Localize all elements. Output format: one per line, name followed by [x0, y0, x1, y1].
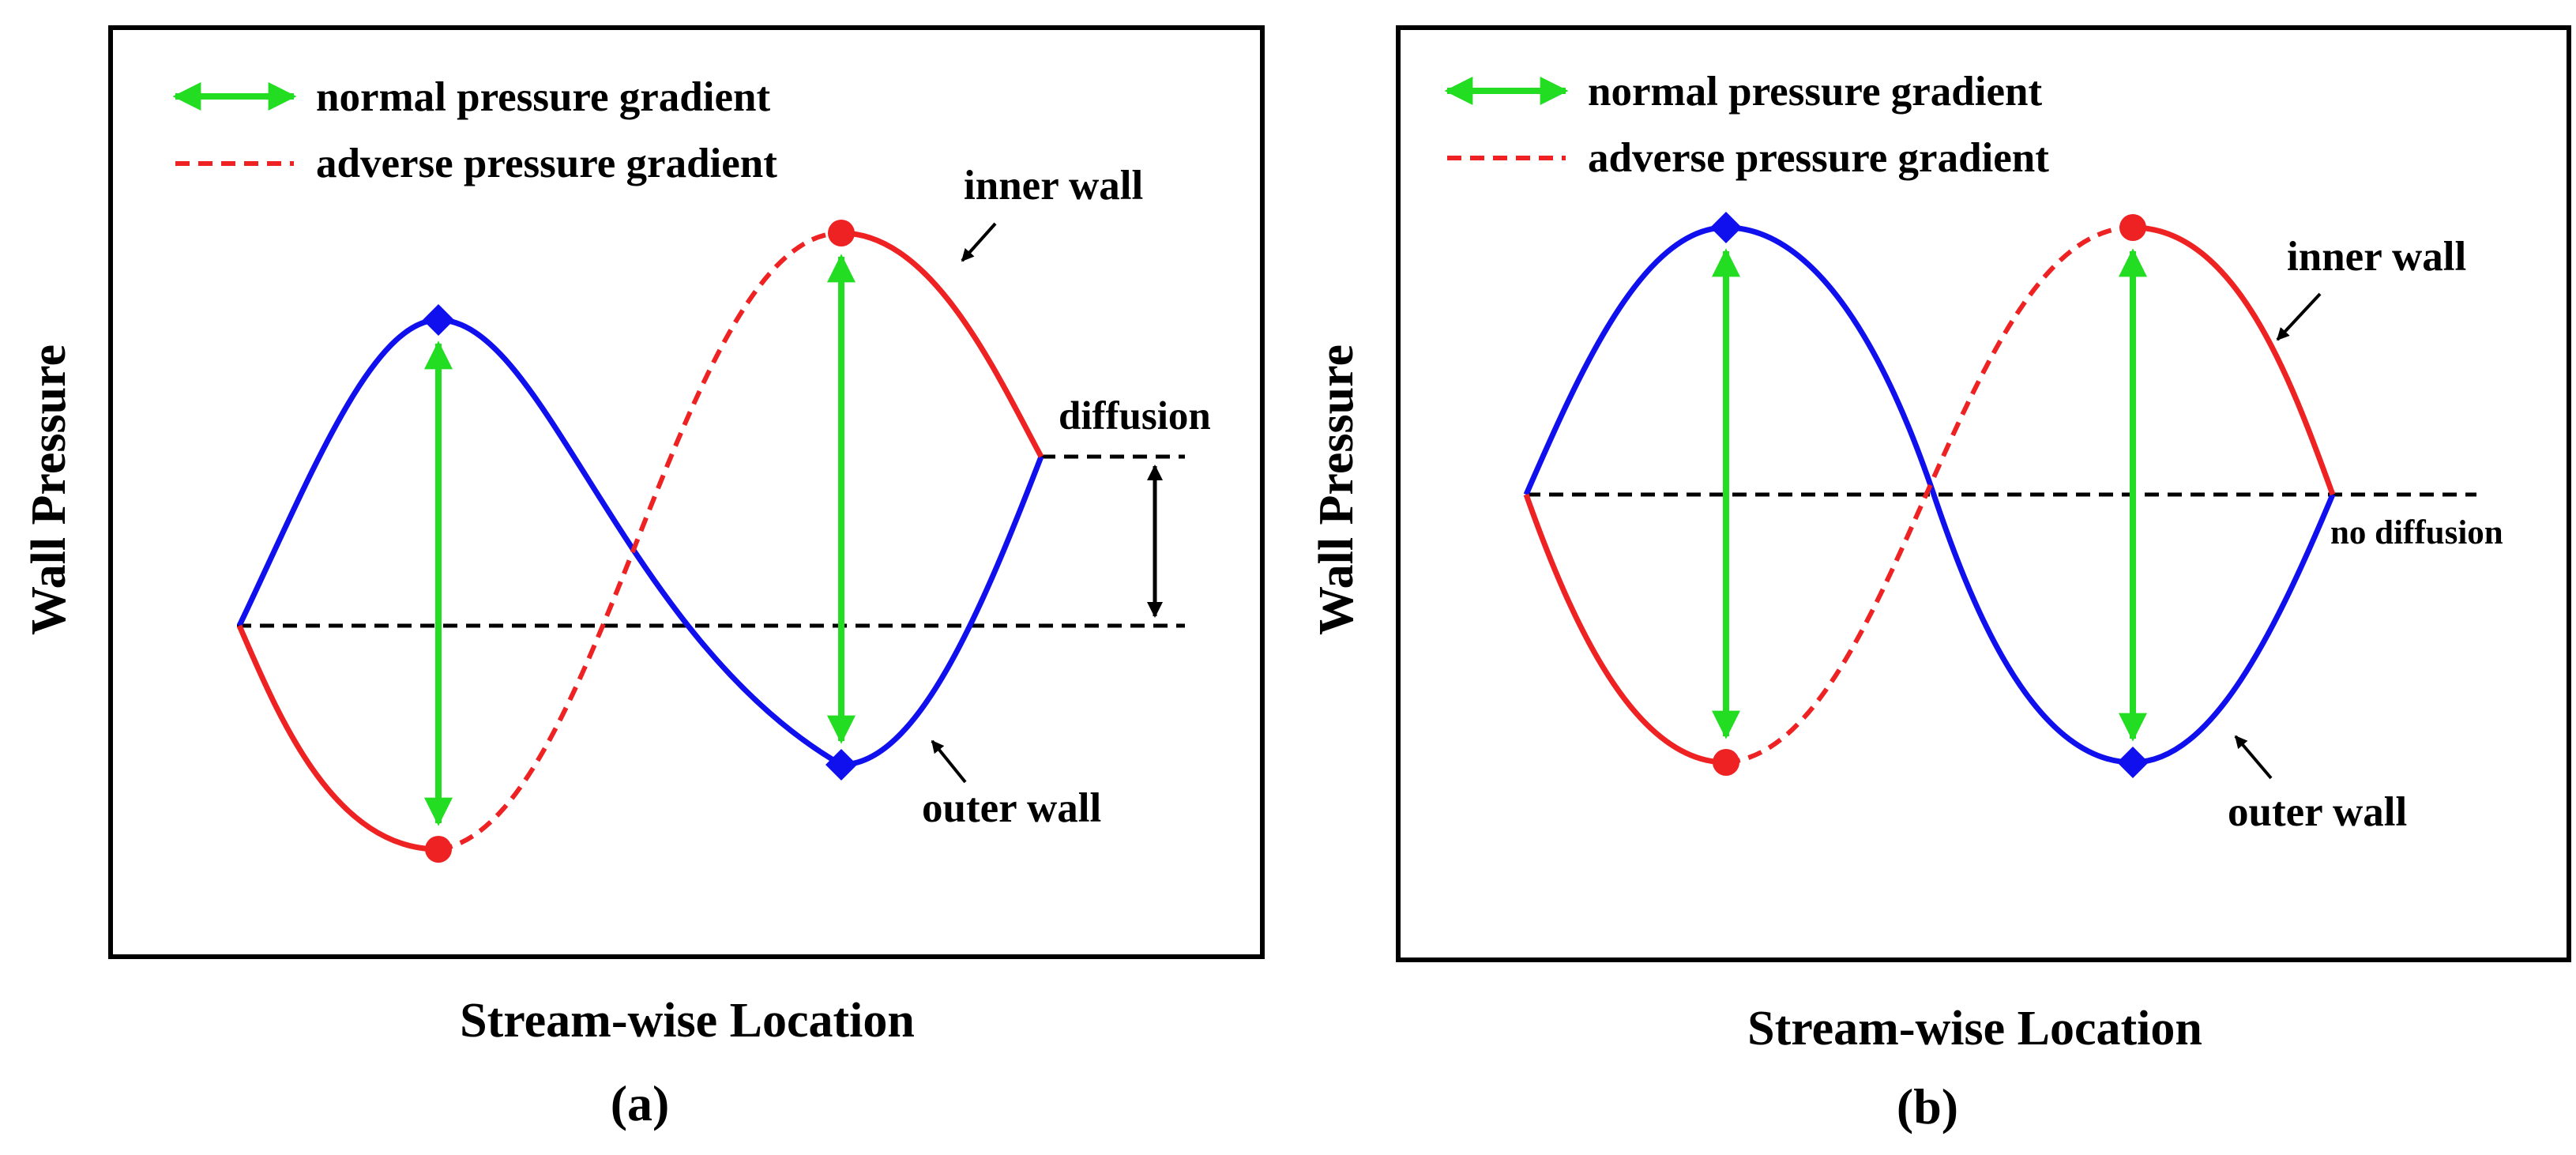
- outer-wall-pointer: [2234, 735, 2273, 780]
- panel-a-frame: [108, 25, 1265, 959]
- inner-wall-pointer: [961, 222, 997, 262]
- x-axis-label: Stream-wise Location: [460, 994, 915, 1048]
- outer-min-marker: [2117, 747, 2149, 778]
- legend-normal-label: normal pressure gradient: [316, 74, 770, 120]
- inner-min-marker: [425, 836, 452, 863]
- legend-adverse-label: adverse pressure gradient: [1588, 135, 2049, 181]
- outer-max-marker: [423, 304, 454, 336]
- legend-normal-label: normal pressure gradient: [1588, 69, 2042, 115]
- inner-max-marker: [828, 220, 855, 246]
- inner-wall-label: inner wall: [964, 163, 1143, 209]
- inner-wall-curve: [236, 624, 439, 852]
- adverse-gradient-curve: [1725, 225, 2134, 765]
- inner-wall-pointer: [2276, 292, 2322, 341]
- y-axis-label: Wall Pressure: [1310, 344, 1363, 635]
- outer-max-marker: [1710, 212, 1742, 243]
- panel-b-caption: (b): [1897, 1078, 1958, 1134]
- legend-adverse-label: adverse pressure gradient: [316, 141, 777, 186]
- outer-wall-pointer: [931, 739, 967, 784]
- outer-wall-curve: [236, 317, 1044, 768]
- inner-min-marker: [1713, 749, 1739, 776]
- x-axis-label: Stream-wise Location: [1747, 1002, 2202, 1055]
- panel-a: normal pressure gradient adverse pressur…: [22, 25, 1265, 1131]
- panel-a-caption: (a): [611, 1075, 670, 1131]
- outer-wall-label: outer wall: [2228, 789, 2407, 835]
- adverse-gradient-curve: [438, 231, 842, 852]
- panel-b: normal pressure gradient adverse pressur…: [1310, 25, 2571, 1134]
- inner-wall-curve-2: [2132, 224, 2336, 496]
- inner-max-marker: [2119, 214, 2146, 241]
- inner-wall-curve: [1523, 493, 1727, 766]
- inner-wall-curve-2: [840, 230, 1044, 458]
- no-diffusion-label: no diffusion: [2330, 514, 2503, 551]
- inner-wall-label: inner wall: [2287, 234, 2466, 280]
- diffusion-label: diffusion: [1059, 394, 1211, 438]
- outer-wall-curve: [1523, 224, 2336, 766]
- outer-wall-label: outer wall: [922, 785, 1101, 831]
- y-axis-label: Wall Pressure: [22, 344, 76, 635]
- outer-min-marker: [825, 749, 857, 781]
- panel-b-frame: [1396, 25, 2571, 962]
